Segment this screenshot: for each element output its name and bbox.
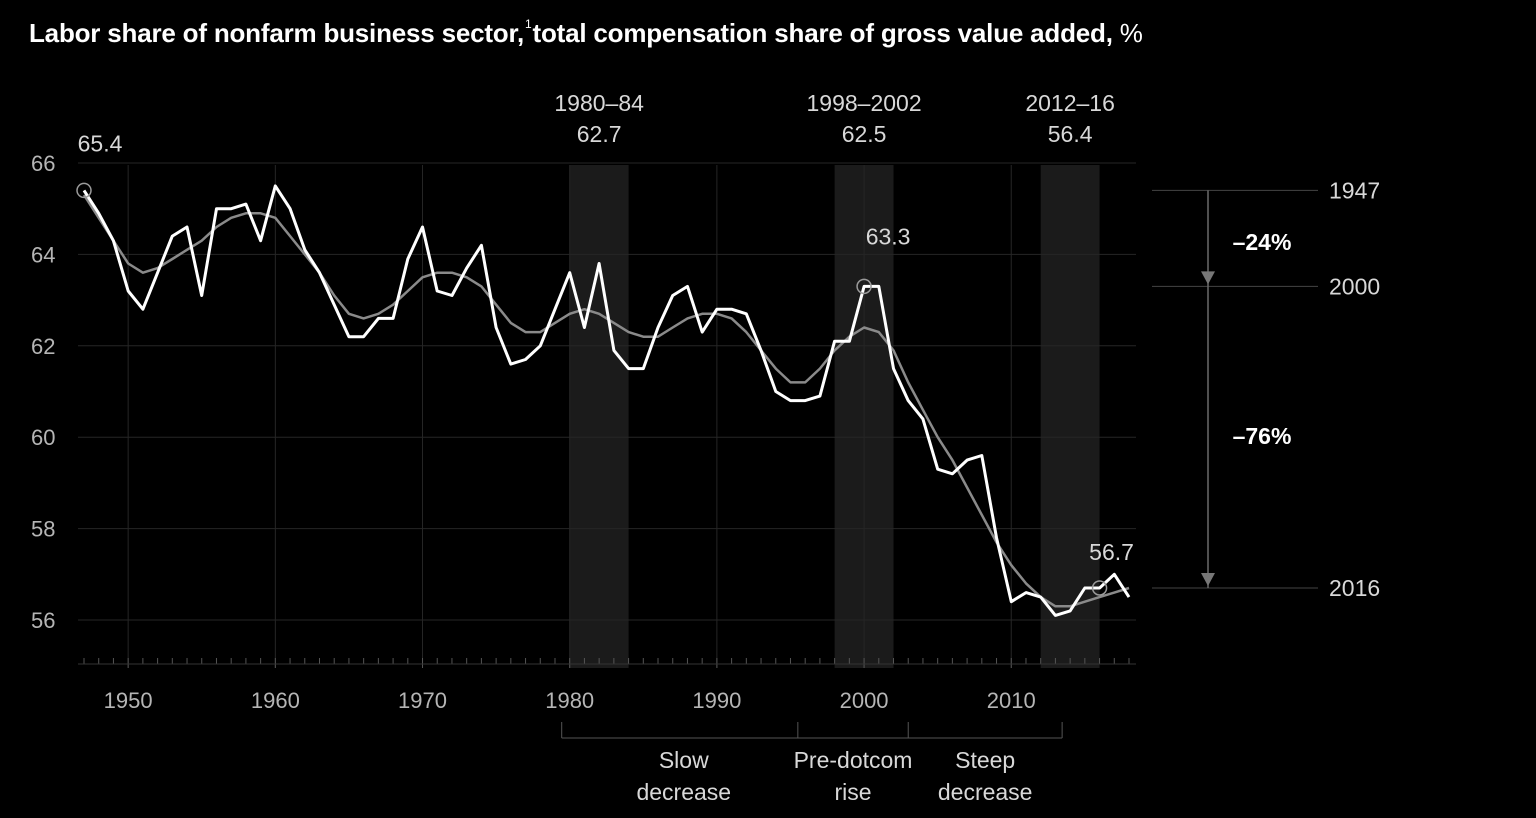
title-unit: %: [1119, 18, 1143, 48]
point-marker: [856, 278, 872, 295]
bracket-arrow-down: [1201, 271, 1215, 285]
phase-label-line2: decrease: [636, 779, 731, 805]
period-label: 2012–16: [1025, 90, 1115, 116]
bracket-year-label: 2016: [1329, 575, 1380, 601]
x-tick-label: 2000: [840, 688, 889, 713]
period-label: 1980–84: [554, 90, 644, 116]
x-tick-label: 1990: [692, 688, 741, 713]
phase-label-line1: Steep: [955, 747, 1015, 773]
phase-label-line2: decrease: [938, 779, 1033, 805]
phase-label-line2: rise: [835, 779, 872, 805]
point-value-label: 56.7: [1089, 539, 1134, 565]
x-tick-label: 1970: [398, 688, 447, 713]
series-lines: [82, 184, 1131, 617]
gridlines: [78, 162, 1136, 668]
y-tick-label: 62: [31, 334, 55, 359]
phase-label-line1: Pre-dotcom: [794, 747, 913, 773]
period-value: 62.7: [577, 121, 622, 147]
share-label-upper: –24%: [1233, 229, 1292, 255]
y-tick-label: 64: [31, 242, 55, 267]
title-text: Labor share of nonfarm business sector,: [29, 18, 524, 48]
phase-labels: Slow decrease Pre-dotcom rise Steep decrease: [561, 722, 1063, 805]
y-tick-label: 60: [31, 425, 55, 450]
title-footnote-marker: 1: [525, 17, 532, 31]
y-tick-label: 58: [31, 517, 55, 542]
axes: 56 58 60 62 64 66 1950 1960 1970 1980 1990 2000 2010: [31, 151, 1136, 713]
y-tick-label: 66: [31, 151, 55, 176]
x-tick-label: 2010: [987, 688, 1036, 713]
chart-title: Labor share of nonfarm business sector,1…: [29, 17, 1143, 49]
point-value-label: 65.4: [78, 130, 123, 156]
share-label-lower: –76%: [1233, 423, 1292, 449]
shaded-periods: [569, 165, 1100, 668]
bracket-year-label: 2000: [1329, 273, 1380, 299]
title-rest: total compensation share of gross value …: [532, 18, 1113, 48]
bracket-arrow-down: [1201, 573, 1215, 587]
side-bracket: 1947 2000 2016 –24% –76%: [1152, 177, 1380, 601]
annotations: 1980–84 62.7 1998–2002 62.5 2012–16 56.4 65.4 6…: [76, 90, 1134, 596]
phase-label-line1: Slow: [659, 747, 709, 773]
shaded-period: [1040, 165, 1100, 668]
point-marker: [76, 182, 92, 199]
trend-line: [82, 194, 1130, 608]
x-tick-label: 1980: [545, 688, 594, 713]
period-label: 1998–2002: [807, 90, 922, 116]
point-value-label: 63.3: [866, 223, 911, 249]
bracket-year-label: 1947: [1329, 177, 1380, 203]
y-tick-label: 56: [31, 608, 55, 633]
point-marker: [1091, 580, 1108, 596]
shaded-period: [569, 165, 629, 668]
period-value: 56.4: [1048, 121, 1093, 147]
x-tick-label: 1950: [104, 688, 153, 713]
x-tick-label: 1960: [251, 688, 300, 713]
period-value: 62.5: [842, 121, 887, 147]
annual-line: [82, 184, 1131, 617]
